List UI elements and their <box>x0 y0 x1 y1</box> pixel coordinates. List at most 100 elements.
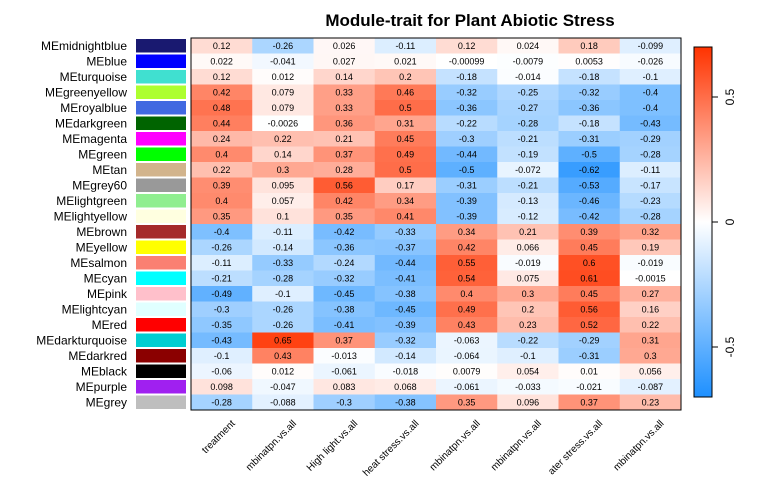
heatmap-cell <box>558 84 621 101</box>
heatmap-cell <box>497 301 559 318</box>
heatmap-cell <box>558 146 621 163</box>
cell-value-label: -0.49 <box>211 289 232 299</box>
cell-value-label: 0.34 <box>458 227 476 237</box>
cell-value-label: 0.066 <box>517 242 540 252</box>
row-label: MEmagenta <box>62 132 127 146</box>
cell-value-label: -0.018 <box>393 366 419 376</box>
heatmap-cell <box>252 131 314 147</box>
heatmap-cell <box>558 348 621 364</box>
cell-value-label: 0.45 <box>580 242 598 252</box>
cell-value-label: -0.11 <box>212 258 232 268</box>
heatmap-cell <box>619 69 682 85</box>
cell-value-label: 0.35 <box>335 211 353 221</box>
module-swatch <box>136 256 186 270</box>
cell-value-label: -0.39 <box>456 211 477 221</box>
heatmap-cell <box>191 301 253 318</box>
heatmap-cell <box>436 100 498 116</box>
heatmap-cell <box>191 270 253 287</box>
heatmap-cell <box>436 224 498 240</box>
cell-value-label: -0.00099 <box>449 56 485 66</box>
heatmap-cell <box>619 38 682 54</box>
heatmap-cell <box>313 131 376 147</box>
cell-value-label: 0.45 <box>397 134 415 144</box>
heatmap-cell <box>313 100 376 116</box>
cell-value-label: 0.01 <box>580 366 598 376</box>
heatmap-cell <box>374 115 437 132</box>
cell-value-label: 0.057 <box>272 196 295 206</box>
cell-value-label: -0.18 <box>579 72 600 82</box>
cell-value-label: -0.27 <box>518 103 539 113</box>
heatmap-cell <box>374 224 437 240</box>
column-label: mbinatpn.vs.all <box>428 418 483 473</box>
cell-value-label: -0.28 <box>518 118 539 128</box>
heatmap-cell <box>252 115 314 132</box>
cell-value-label: -0.033 <box>515 382 541 392</box>
cell-value-label: -0.38 <box>395 397 416 407</box>
heatmap-cell <box>313 332 376 349</box>
heatmap-cell <box>497 115 559 132</box>
heatmap-cell <box>191 177 253 194</box>
heatmap-cell <box>191 394 253 411</box>
cell-value-label: -0.072 <box>515 165 541 175</box>
cell-value-label: 0.41 <box>397 211 415 221</box>
cell-value-label: 0.35 <box>213 211 231 221</box>
heatmap-cell <box>252 224 314 240</box>
heatmap-cell <box>313 286 376 302</box>
heatmap-cell <box>374 255 437 271</box>
heatmap-cell <box>374 146 437 163</box>
heatmap-cell <box>252 379 314 395</box>
cell-value-label: 0.45 <box>580 289 598 299</box>
cell-value-label: -0.1 <box>275 289 291 299</box>
cell-value-label: 0.33 <box>335 103 353 113</box>
cell-value-label: 0.52 <box>580 320 598 330</box>
heatmap-cell <box>191 53 253 70</box>
heatmap-cell <box>558 301 621 318</box>
heatmap-cell <box>374 84 437 101</box>
cell-value-label: 0.21 <box>335 134 353 144</box>
row-label: MElightcyan <box>62 302 127 316</box>
cell-value-label: -0.38 <box>334 304 355 314</box>
cell-value-label: -0.5 <box>581 149 597 159</box>
cell-value-label: -0.31 <box>456 180 477 190</box>
cell-value-label: -0.19 <box>518 149 539 159</box>
heatmap-cell <box>252 162 314 178</box>
module-swatch <box>136 395 186 409</box>
heatmap-cell <box>619 394 682 411</box>
module-swatch <box>136 333 186 347</box>
cell-value-label: 0.2 <box>522 304 535 314</box>
heatmap-cell <box>436 348 498 364</box>
heatmap-cell <box>374 162 437 178</box>
cell-value-label: 0.012 <box>272 72 295 82</box>
cell-value-label: 0.22 <box>213 165 231 175</box>
heatmap-cell <box>374 286 437 302</box>
heatmap-cell <box>558 38 621 54</box>
cell-value-label: 0.27 <box>642 289 660 299</box>
heatmap-cell <box>191 69 253 85</box>
cell-value-label: 0.083 <box>333 382 356 392</box>
cell-value-label: 0.096 <box>517 397 540 407</box>
cell-value-label: 0.14 <box>335 72 353 82</box>
row-label: MEcyan <box>84 271 127 285</box>
cell-value-label: -0.21 <box>518 180 539 190</box>
module-swatch <box>136 349 186 363</box>
heatmap-cell <box>374 363 437 380</box>
heatmap-cell <box>619 286 682 302</box>
cell-value-label: -0.37 <box>395 242 416 252</box>
heatmap-cell <box>313 363 376 380</box>
cell-value-label: 0.49 <box>397 149 415 159</box>
row-label: MEdarkred <box>68 349 127 363</box>
heatmap-cell <box>497 162 559 178</box>
heatmap-cell <box>497 69 559 85</box>
cell-value-label: 0.1 <box>277 211 290 221</box>
row-label: MEdarkgreen <box>55 116 127 130</box>
heatmap-cell <box>252 193 314 209</box>
cell-value-label: 0.3 <box>522 289 535 299</box>
cell-value-label: 0.0079 <box>453 366 481 376</box>
heatmap-cell <box>252 38 314 54</box>
heatmap-cell <box>619 131 682 147</box>
heatmap-cell <box>436 177 498 194</box>
module-swatch <box>136 380 186 394</box>
cell-value-label: 0.075 <box>517 273 540 283</box>
cell-value-label: 0.23 <box>642 397 660 407</box>
cell-value-label: 0.16 <box>642 304 660 314</box>
